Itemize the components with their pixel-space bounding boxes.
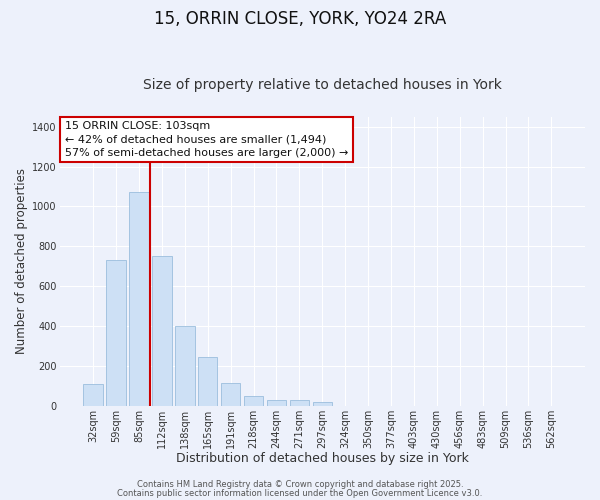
Bar (106, 260, 126, 406)
Text: 15, ORRIN CLOSE, YORK, YO24 2RA: 15, ORRIN CLOSE, YORK, YO24 2RA (154, 10, 446, 28)
Bar (267, 400, 286, 406)
Text: Contains HM Land Registry data © Crown copyright and database right 2025.: Contains HM Land Registry data © Crown c… (137, 480, 463, 489)
Text: 15 ORRIN CLOSE: 103sqm
← 42% of detached houses are smaller (1,494)
57% of semi-: 15 ORRIN CLOSE: 103sqm ← 42% of detached… (65, 121, 348, 158)
Bar (175, 326, 194, 406)
Bar (152, 256, 172, 406)
X-axis label: Distribution of detached houses by size in York: Distribution of detached houses by size … (176, 452, 469, 465)
Bar (129, 192, 149, 406)
Text: Contains public sector information licensed under the Open Government Licence v3: Contains public sector information licen… (118, 488, 482, 498)
Bar (313, 402, 332, 406)
Bar (83, 384, 103, 406)
Bar (290, 400, 309, 406)
Title: Size of property relative to detached houses in York: Size of property relative to detached ho… (143, 78, 502, 92)
Bar (221, 383, 241, 406)
Bar (244, 396, 263, 406)
Y-axis label: Number of detached properties: Number of detached properties (15, 168, 28, 354)
Bar (198, 358, 217, 406)
